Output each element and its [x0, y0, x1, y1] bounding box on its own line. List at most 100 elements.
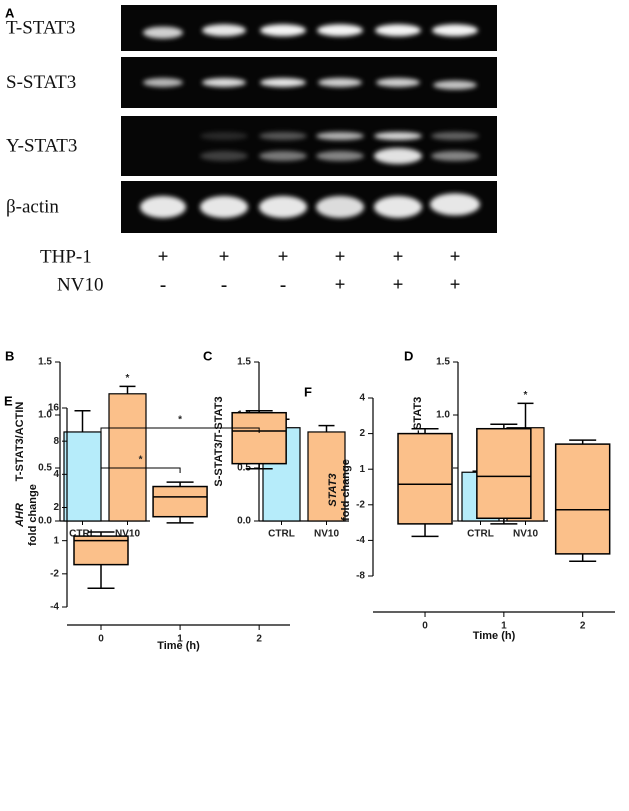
blot-band: [200, 151, 248, 161]
y-axis-label: fold change: [27, 484, 39, 546]
y-tick-label: 1: [53, 535, 59, 546]
blot-band: [202, 24, 246, 37]
condition-mark: +: [393, 274, 404, 295]
blot-band: [431, 132, 479, 140]
y-tick-label: 2: [53, 502, 59, 513]
y-axis-label-gene: AHR: [14, 503, 26, 528]
condition-label: NV10: [57, 274, 103, 295]
significance-star: *: [524, 390, 528, 401]
y-tick-label: -4: [356, 535, 365, 546]
y-tick-label: 0.0: [237, 516, 251, 527]
panel-letter: A: [5, 5, 15, 20]
condition-mark: -: [280, 274, 286, 295]
blot-band: [374, 148, 422, 164]
x-tick-label: NV10: [314, 529, 339, 540]
y-tick-label: -2: [50, 568, 59, 579]
y-tick-label: -4: [50, 602, 59, 613]
y-tick-label: -2: [356, 499, 365, 510]
x-tick-label: 0: [422, 621, 428, 632]
condition-mark: -: [221, 274, 227, 295]
blot-band: [259, 196, 307, 218]
condition-mark: +: [335, 274, 346, 295]
blot-band: [376, 78, 420, 87]
blot-band: [316, 151, 364, 161]
blot-row-label: T-STAT3: [6, 17, 76, 38]
blot-band: [317, 24, 363, 37]
bar: [63, 431, 102, 522]
blot-band: [143, 78, 183, 87]
blot-band: [374, 132, 422, 140]
y-tick-label: 8: [53, 436, 59, 447]
condition-mark: +: [335, 246, 346, 267]
blot-band: [431, 151, 479, 161]
panel-letter: F: [304, 384, 312, 399]
blot-row-label: Y-STAT3: [6, 135, 77, 156]
x-axis-label: Time (h): [473, 630, 516, 642]
condition-mark: -: [160, 274, 166, 295]
y-tick-label: 0.0: [38, 516, 52, 527]
condition-mark: +: [278, 246, 289, 267]
x-tick-label: 0: [98, 634, 104, 645]
condition-label: THP-1: [40, 246, 92, 267]
y-tick-label: 1.5: [38, 357, 52, 368]
blot-strip: [121, 57, 497, 108]
panel-letter: C: [203, 348, 213, 363]
x-tick-label: 1: [177, 634, 183, 645]
condition-mark: +: [450, 246, 461, 267]
blot-band: [433, 80, 477, 90]
y-tick-label: 1.0: [38, 410, 52, 421]
blot-band: [318, 78, 362, 87]
blot-band: [200, 132, 248, 140]
x-tick-label: NV10: [513, 529, 538, 540]
blot-band: [375, 24, 421, 37]
y-tick-label: 1: [359, 464, 365, 475]
significance-bracket: [100, 427, 260, 433]
box: [476, 427, 532, 520]
y-tick-label: -8: [356, 571, 365, 582]
blot-band: [316, 196, 364, 218]
blot-row-label: β-actin: [6, 196, 59, 217]
panel-letter: B: [5, 348, 14, 363]
y-tick-label: 0.5: [38, 463, 52, 474]
y-tick-label: 1.5: [436, 357, 450, 368]
blot-band: [430, 193, 480, 216]
box: [554, 443, 611, 555]
x-axis-label: Time (h): [157, 640, 200, 652]
significance-star: *: [126, 373, 130, 384]
blot-band: [200, 196, 248, 218]
significance-bracket: [100, 467, 181, 473]
x-tick-label: CTRL: [69, 529, 96, 540]
bar: [108, 393, 147, 522]
x-tick-label: NV10: [115, 529, 140, 540]
condition-mark: +: [450, 274, 461, 295]
blot-band: [432, 24, 478, 37]
y-tick-label: 1.5: [237, 357, 251, 368]
box: [231, 411, 287, 465]
blot-band: [259, 151, 307, 161]
blot-row-label: S-STAT3: [6, 72, 76, 93]
condition-mark: +: [219, 246, 230, 267]
significance-star: *: [139, 455, 143, 466]
significance-star: *: [178, 415, 182, 426]
y-tick-label: 2: [359, 428, 365, 439]
condition-mark: +: [393, 246, 404, 267]
y-tick-label: 16: [48, 403, 60, 414]
blot-band: [143, 26, 183, 39]
x-tick-label: 1: [501, 621, 507, 632]
y-tick-label: 0.5: [237, 463, 251, 474]
y-tick-label: 4: [53, 469, 59, 480]
box: [152, 485, 208, 518]
y-axis-label-gene: STAT3: [327, 473, 339, 506]
y-tick-label: 1.0: [436, 410, 450, 421]
blot-band: [140, 196, 186, 218]
y-tick-label: 4: [359, 393, 365, 404]
blot-strip: [121, 116, 497, 176]
y-axis-label: fold change: [340, 459, 352, 521]
blot-band: [202, 78, 246, 87]
blot-band: [316, 132, 364, 140]
panel-letter: E: [4, 393, 13, 408]
x-tick-label: CTRL: [467, 529, 494, 540]
condition-mark: +: [158, 246, 169, 267]
x-tick-label: 2: [580, 621, 586, 632]
